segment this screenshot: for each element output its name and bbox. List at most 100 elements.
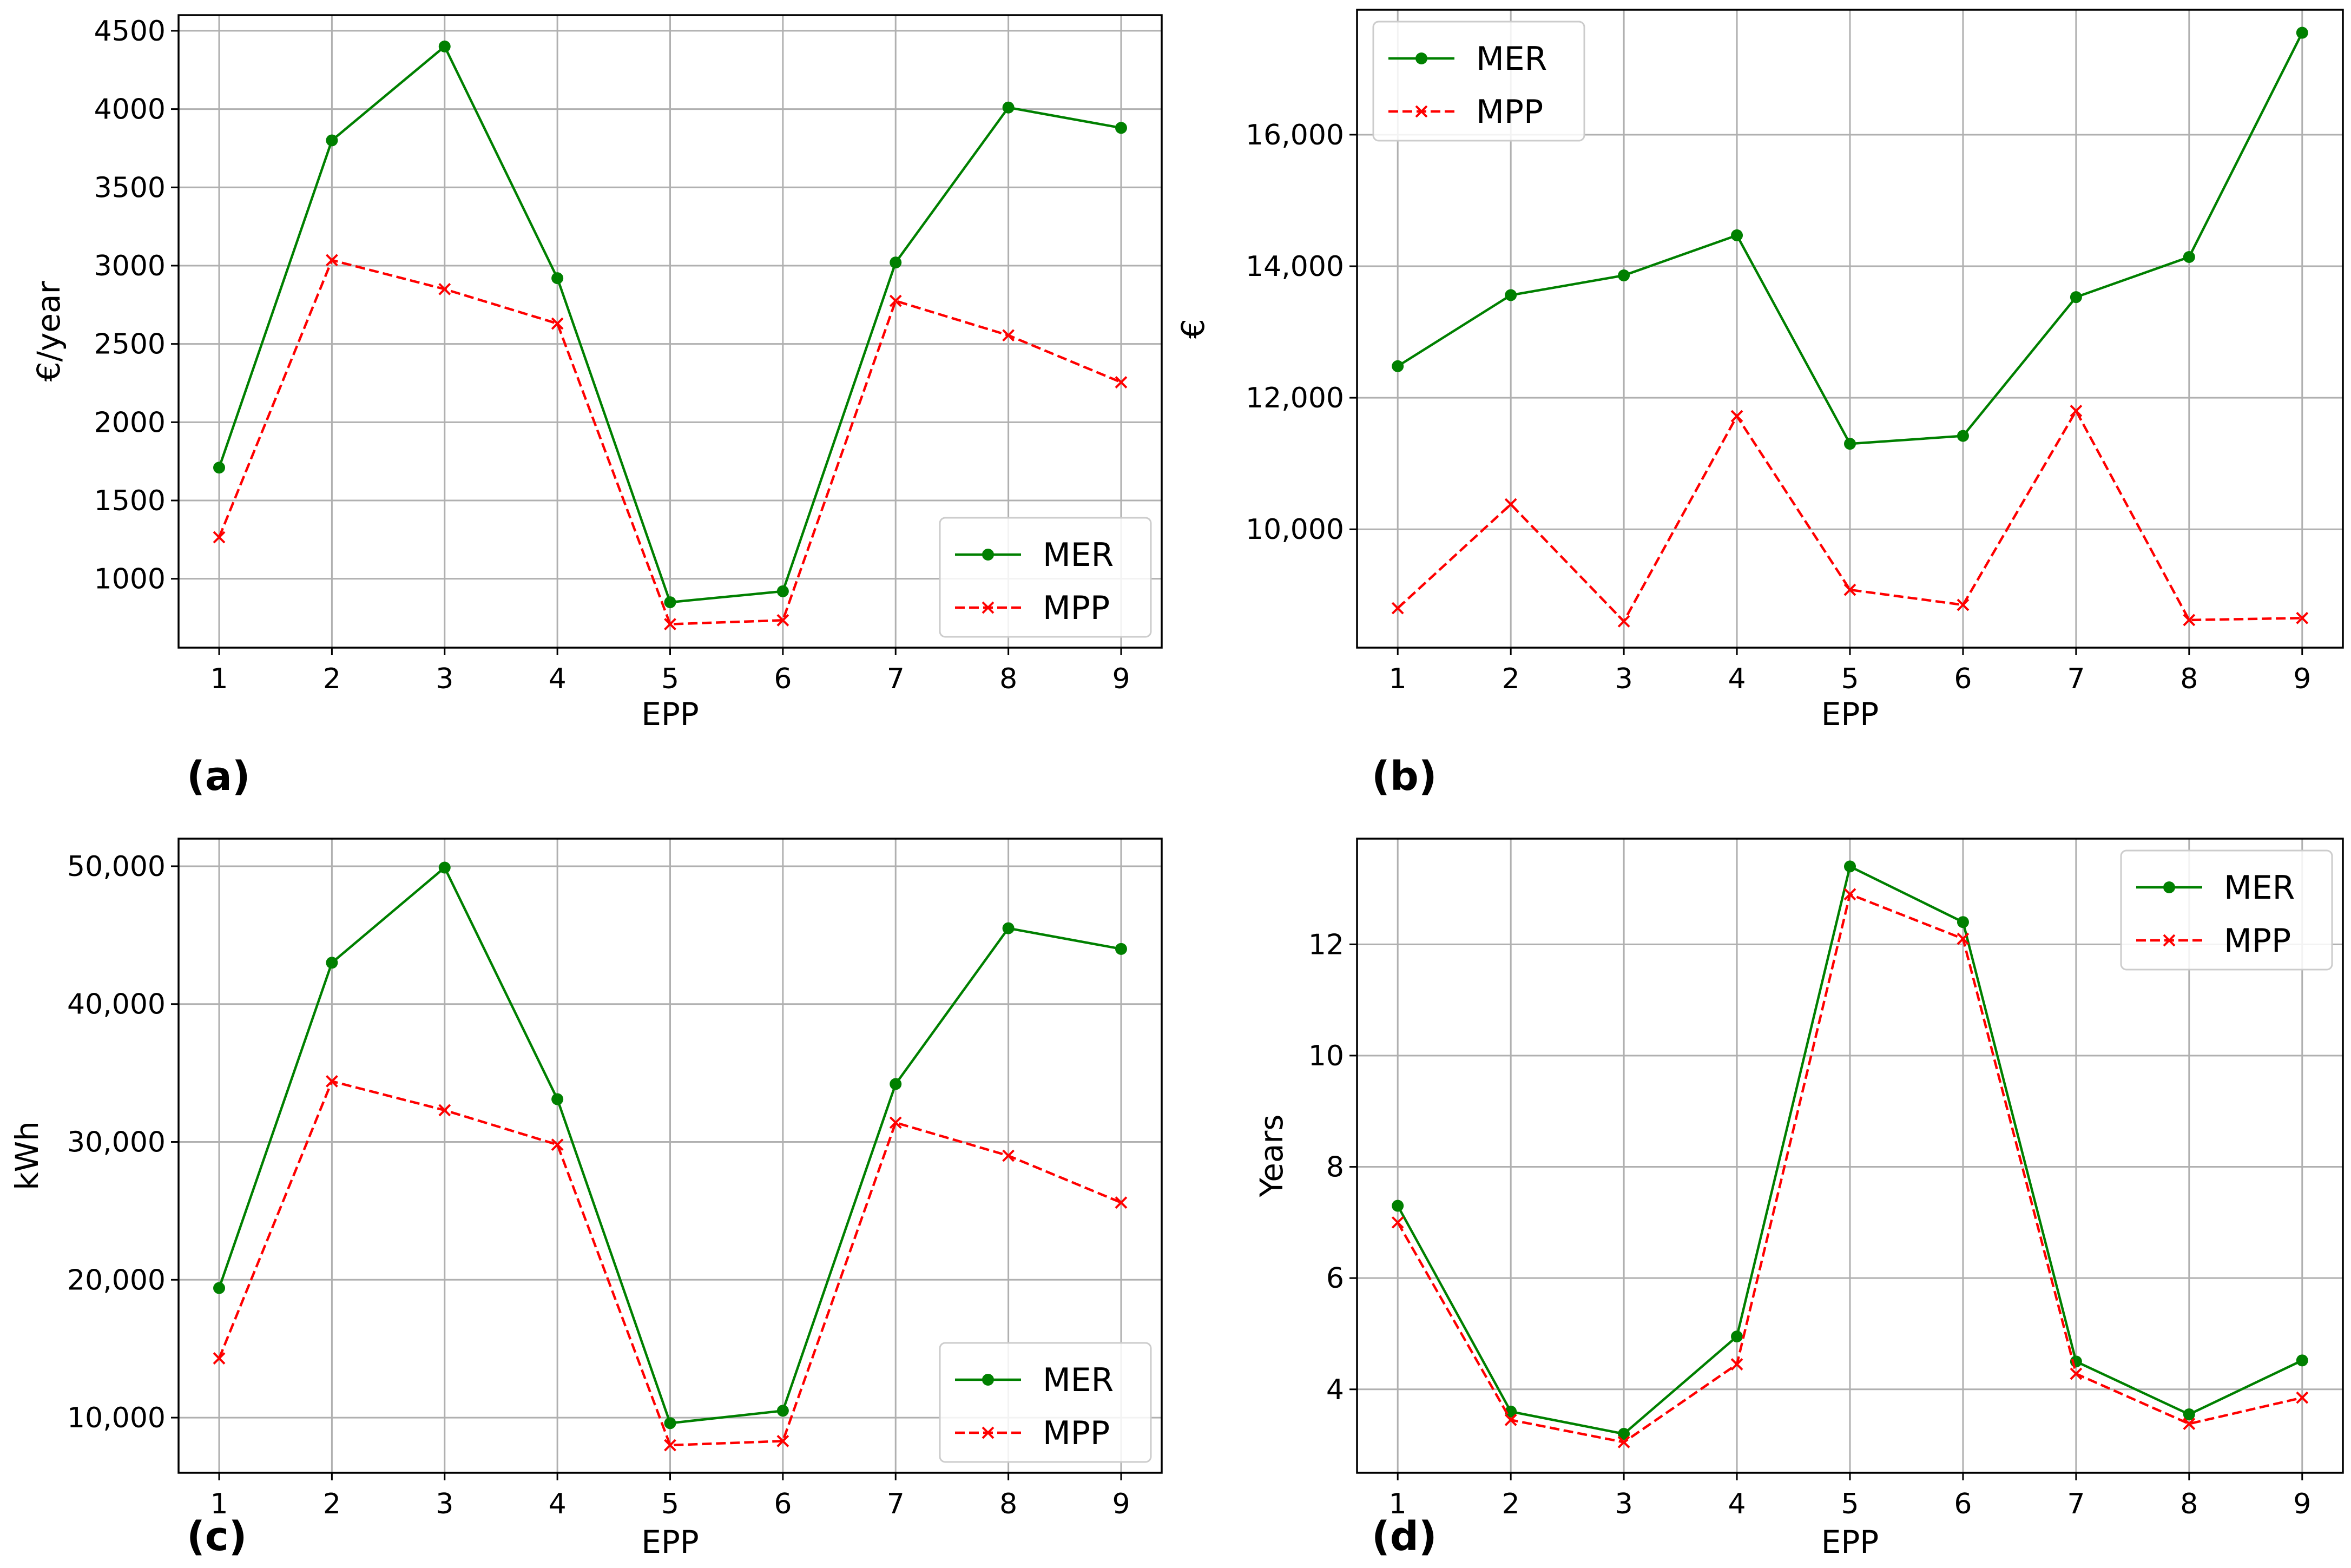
y-tick-label: 20,000 bbox=[67, 1264, 166, 1296]
legend-label: MPP bbox=[1476, 93, 1543, 131]
panel-label: (d) bbox=[1372, 1513, 1437, 1560]
y-axis-label: € bbox=[1175, 319, 1211, 339]
data-point-mpp bbox=[213, 531, 226, 544]
data-point-mpp bbox=[1391, 1216, 1404, 1229]
y-axis-label: €/year bbox=[30, 281, 67, 381]
x-tick-label: 1 bbox=[1389, 1488, 1407, 1520]
legend-marker-mer bbox=[982, 549, 994, 561]
data-point-mpp bbox=[1617, 1436, 1630, 1448]
data-point-mpp bbox=[1115, 1196, 1128, 1209]
data-point-mer bbox=[890, 1078, 902, 1090]
data-point-mer bbox=[2183, 251, 2195, 263]
data-point-mpp bbox=[1843, 888, 1856, 901]
y-axis-label: kWh bbox=[9, 1121, 45, 1190]
y-tick-label: 30,000 bbox=[67, 1126, 166, 1159]
data-point-mer bbox=[551, 1093, 564, 1105]
data-point-mer bbox=[664, 596, 676, 609]
x-tick-label: 8 bbox=[2180, 1488, 2198, 1520]
legend-marker-mpp bbox=[982, 601, 995, 614]
data-point-mpp bbox=[1504, 1413, 1517, 1426]
legend-label: MPP bbox=[1043, 589, 1110, 627]
data-point-mpp bbox=[438, 1104, 451, 1117]
data-point-mer bbox=[1844, 438, 1856, 450]
x-tick-label: 7 bbox=[2067, 1488, 2085, 1520]
legend-marker-mer bbox=[1415, 52, 1427, 64]
data-point-mer bbox=[776, 585, 789, 597]
data-point-mpp bbox=[1730, 1358, 1743, 1371]
data-point-mpp bbox=[2296, 611, 2309, 624]
x-tick-label: 4 bbox=[549, 1488, 567, 1520]
data-point-mpp bbox=[1391, 602, 1404, 615]
y-tick-label: 8 bbox=[1326, 1151, 1344, 1184]
data-point-mpp bbox=[2183, 1418, 2196, 1430]
chart-panel-3: 1 2 3 4 5 6 7 8 9 10,000 20,000 30,000 40,000 50,000 E… bbox=[9, 838, 1163, 1560]
x-tick-label: 9 bbox=[1112, 663, 1130, 695]
data-point-mer bbox=[438, 40, 451, 52]
data-point-mpp bbox=[325, 254, 338, 267]
data-point-mer bbox=[1392, 360, 1404, 372]
y-tick-label: 12,000 bbox=[1246, 382, 1344, 414]
data-point-mer bbox=[776, 1405, 789, 1417]
legend-marker-mpp bbox=[2163, 934, 2176, 947]
y-tick-label: 4 bbox=[1326, 1374, 1344, 1406]
x-tick-label: 1 bbox=[210, 1488, 228, 1520]
y-tick-label: 12 bbox=[1308, 928, 1344, 961]
data-point-mer bbox=[2296, 27, 2308, 39]
data-point-mer bbox=[1957, 430, 1969, 442]
x-tick-label: 8 bbox=[999, 663, 1017, 695]
panel-label: (a) bbox=[187, 753, 251, 800]
y-tick-label: 14,000 bbox=[1246, 251, 1344, 283]
data-point-mpp bbox=[776, 614, 789, 627]
data-point-mer bbox=[664, 1417, 676, 1429]
x-tick-label: 3 bbox=[1615, 1488, 1633, 1520]
x-tick-label: 4 bbox=[1728, 663, 1746, 695]
y-tick-label: 40,000 bbox=[67, 989, 166, 1021]
y-tick-label: 3500 bbox=[94, 172, 166, 204]
legend: MER MPP bbox=[939, 1342, 1152, 1463]
x-tick-label: 9 bbox=[2293, 1488, 2311, 1520]
y-axis-label: Years bbox=[1253, 1114, 1290, 1197]
data-point-mpp bbox=[325, 1075, 338, 1088]
series-line-mpp bbox=[218, 259, 1122, 625]
y-tick-label: 10,000 bbox=[67, 1402, 166, 1434]
data-point-mer bbox=[1002, 922, 1015, 934]
y-tick-label: 4000 bbox=[94, 94, 166, 126]
data-point-mpp bbox=[213, 1352, 226, 1365]
legend-label: MER bbox=[1043, 536, 1114, 574]
chart-panel-1: 1 2 3 4 5 6 7 8 9 1000 1500 2000 2500 3000 3500 4000 450… bbox=[30, 14, 1163, 800]
data-point-mpp bbox=[551, 1138, 564, 1151]
x-tick-label: 9 bbox=[2293, 663, 2311, 695]
data-point-mer bbox=[326, 134, 338, 147]
y-tick-label: 1500 bbox=[94, 485, 166, 517]
data-point-mer bbox=[1392, 1200, 1404, 1212]
x-tick-label: 6 bbox=[774, 1488, 792, 1520]
data-point-mer bbox=[2070, 291, 2082, 304]
legend-marker-mpp bbox=[982, 1426, 995, 1439]
data-point-mpp bbox=[551, 317, 564, 330]
data-point-mpp bbox=[889, 294, 902, 307]
data-point-mpp bbox=[664, 1439, 676, 1452]
data-point-mpp bbox=[2070, 1367, 2083, 1380]
data-point-mpp bbox=[1002, 1149, 1015, 1162]
legend-marker-mer bbox=[982, 1374, 994, 1386]
data-point-mer bbox=[1505, 1405, 1517, 1418]
data-point-mer bbox=[1731, 229, 1743, 241]
x-axis-label: EPP bbox=[641, 1524, 699, 1560]
y-tick-label: 50,000 bbox=[67, 851, 166, 883]
x-tick-label: 5 bbox=[1841, 1488, 1859, 1520]
data-point-mer bbox=[1957, 916, 1969, 928]
x-tick-label: 9 bbox=[1112, 1488, 1130, 1520]
legend-marker-mer bbox=[2163, 881, 2175, 893]
y-tick-label: 2500 bbox=[94, 328, 166, 361]
x-tick-label: 6 bbox=[774, 663, 792, 695]
data-point-mpp bbox=[776, 1434, 789, 1447]
x-tick-label: 7 bbox=[887, 663, 905, 695]
x-tick-label: 8 bbox=[999, 1488, 1017, 1520]
data-point-mer bbox=[1618, 1428, 1630, 1440]
data-point-mer bbox=[213, 462, 226, 474]
x-tick-label: 2 bbox=[1502, 1488, 1520, 1520]
legend-label: MER bbox=[2224, 869, 2295, 907]
panel-label: (c) bbox=[187, 1513, 247, 1560]
legend-label: MPP bbox=[2224, 922, 2291, 960]
